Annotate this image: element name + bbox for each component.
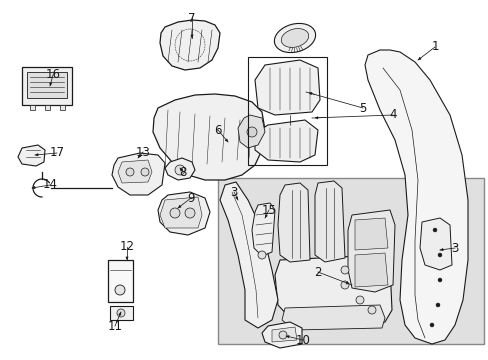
Polygon shape	[347, 210, 394, 292]
Text: 9: 9	[187, 192, 194, 204]
Polygon shape	[164, 158, 195, 180]
Text: 1: 1	[430, 40, 438, 54]
Text: 15: 15	[261, 203, 276, 216]
Polygon shape	[60, 105, 65, 110]
Polygon shape	[112, 153, 164, 195]
Polygon shape	[354, 218, 387, 250]
Text: 6: 6	[214, 123, 221, 136]
Polygon shape	[110, 306, 133, 320]
Text: 7: 7	[188, 12, 195, 24]
Circle shape	[258, 251, 265, 259]
Circle shape	[432, 228, 436, 232]
Circle shape	[340, 266, 348, 274]
Circle shape	[437, 278, 441, 282]
Ellipse shape	[281, 28, 308, 48]
Text: 10: 10	[295, 333, 310, 346]
Text: 2: 2	[314, 266, 321, 279]
Text: 16: 16	[45, 68, 61, 81]
Polygon shape	[220, 182, 278, 328]
Circle shape	[117, 309, 125, 317]
Text: 12: 12	[119, 240, 134, 253]
Circle shape	[184, 208, 195, 218]
Circle shape	[279, 331, 286, 339]
Polygon shape	[364, 50, 467, 344]
Polygon shape	[354, 253, 387, 287]
Circle shape	[355, 296, 363, 304]
Polygon shape	[271, 327, 296, 342]
Text: 3: 3	[230, 185, 237, 198]
Polygon shape	[160, 197, 202, 228]
Text: 4: 4	[388, 108, 396, 122]
Circle shape	[340, 281, 348, 289]
Text: 14: 14	[42, 179, 58, 192]
Ellipse shape	[274, 23, 315, 53]
Circle shape	[170, 208, 180, 218]
Text: 13: 13	[135, 145, 150, 158]
Polygon shape	[274, 255, 391, 328]
Polygon shape	[254, 120, 317, 162]
Text: 3: 3	[450, 242, 458, 255]
Text: 17: 17	[49, 147, 64, 159]
Polygon shape	[45, 105, 50, 110]
Polygon shape	[22, 67, 72, 105]
Circle shape	[246, 127, 257, 137]
Circle shape	[367, 306, 375, 314]
Polygon shape	[254, 60, 319, 115]
Circle shape	[435, 303, 439, 307]
Polygon shape	[108, 260, 133, 302]
Circle shape	[437, 253, 441, 257]
Text: 11: 11	[107, 320, 122, 333]
Polygon shape	[282, 305, 384, 330]
Polygon shape	[118, 160, 152, 183]
Circle shape	[141, 168, 149, 176]
Polygon shape	[18, 145, 45, 166]
Circle shape	[175, 165, 184, 175]
Polygon shape	[262, 322, 302, 348]
Polygon shape	[314, 181, 345, 262]
Circle shape	[126, 168, 134, 176]
Text: 8: 8	[179, 166, 186, 179]
Polygon shape	[251, 203, 274, 256]
Polygon shape	[27, 72, 67, 98]
Polygon shape	[153, 94, 264, 180]
Text: 5: 5	[359, 102, 366, 114]
Circle shape	[115, 285, 125, 295]
Polygon shape	[278, 183, 309, 262]
Circle shape	[429, 323, 433, 327]
Polygon shape	[160, 20, 220, 70]
Polygon shape	[218, 178, 483, 344]
Polygon shape	[419, 218, 451, 270]
Polygon shape	[30, 105, 35, 110]
Polygon shape	[158, 192, 209, 235]
Polygon shape	[238, 115, 264, 148]
